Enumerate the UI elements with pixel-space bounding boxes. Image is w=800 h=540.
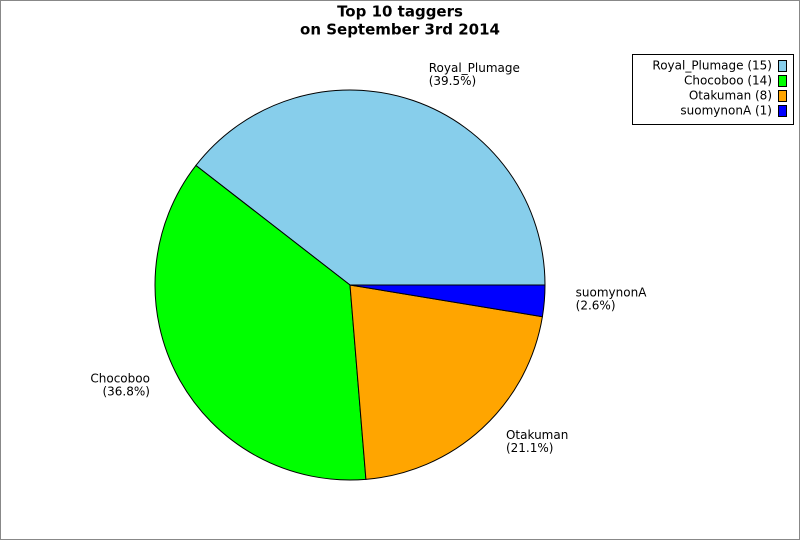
legend-label: Chocoboo (14): [684, 74, 772, 88]
chart-title: Top 10 taggers: [337, 3, 463, 21]
legend-box: [632, 54, 794, 125]
slice-value-label: (21.1%): [506, 441, 553, 455]
legend-label: suomynonA (1): [680, 104, 772, 118]
legend-label: Otakuman (8): [689, 89, 772, 103]
chart-subtitle: on September 3rd 2014: [300, 21, 500, 39]
pie-slice: [349, 284, 546, 318]
pie-slice: [195, 89, 546, 286]
legend-swatch: [778, 105, 787, 117]
slice-label: suomynonA: [576, 285, 648, 299]
slice-label: Chocoboo: [90, 372, 150, 386]
legend-swatch: [778, 90, 787, 102]
pie-slice: [349, 284, 543, 480]
pie-slice: [154, 164, 367, 481]
slice-value-label: (36.8%): [102, 385, 149, 399]
slice-label: Royal_Plumage: [429, 61, 520, 75]
legend-label: Royal_Plumage (15): [652, 59, 772, 73]
legend-swatch: [778, 60, 787, 72]
slice-value-label: (39.5%): [429, 74, 476, 88]
slice-label: Otakuman: [506, 428, 568, 442]
slice-value-label: (2.6%): [576, 298, 616, 312]
legend-swatch: [778, 75, 787, 87]
